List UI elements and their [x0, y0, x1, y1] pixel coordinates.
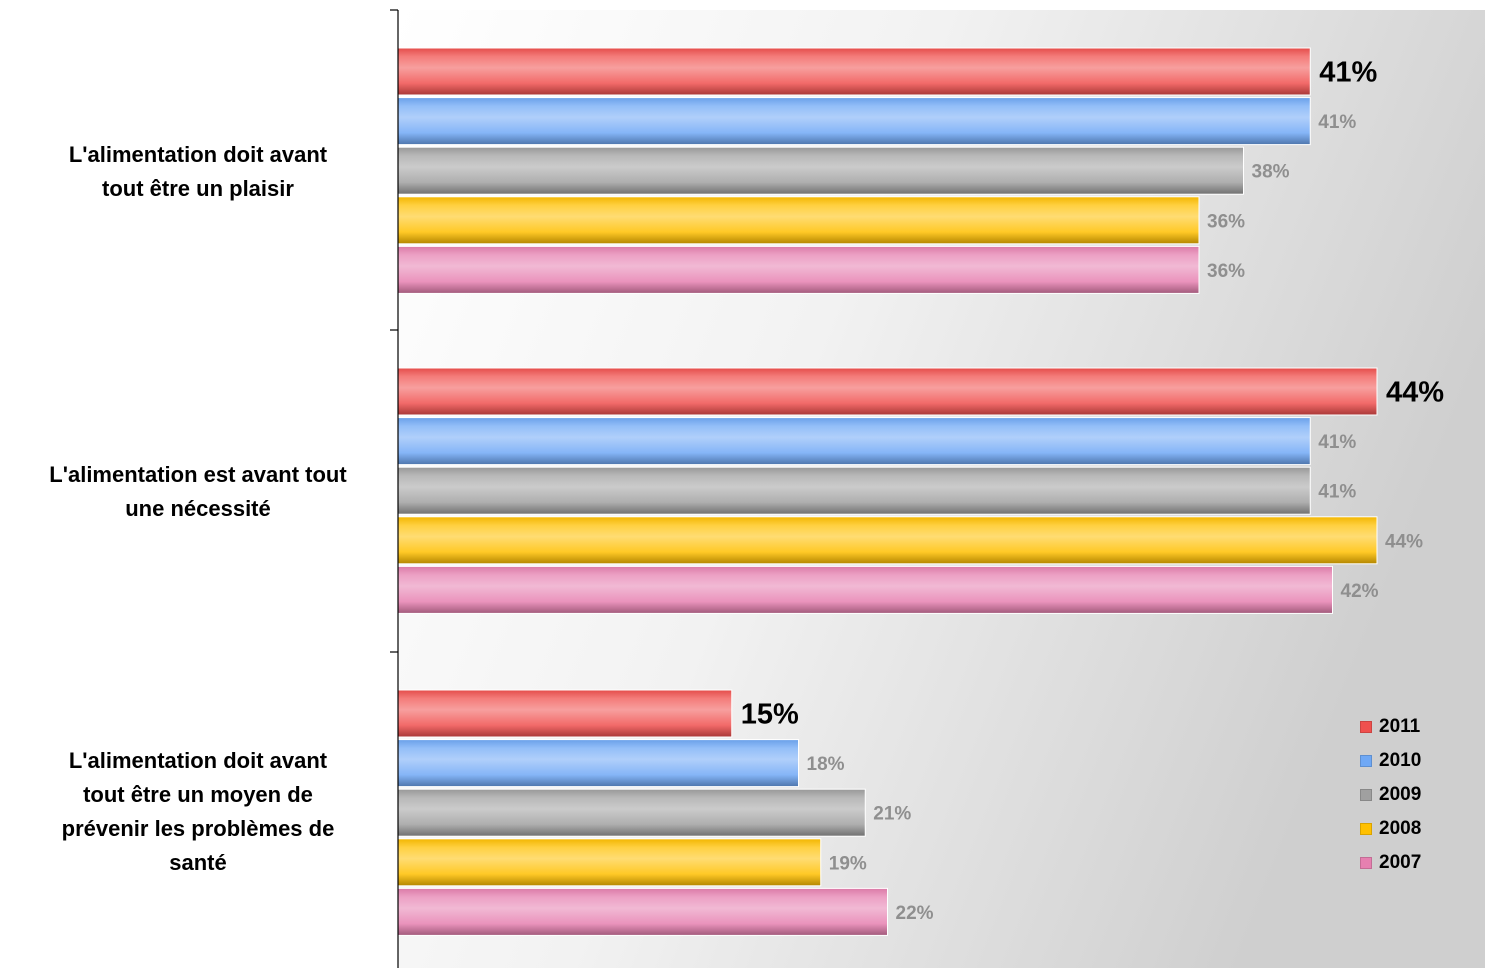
legend-label-2010: 2010 — [1379, 750, 1422, 771]
bar-2011-cat0 — [397, 47, 1311, 96]
data-label-2008-cat2: 19% — [829, 853, 867, 874]
data-label-2008-cat1: 44% — [1385, 531, 1423, 552]
bar-2007-cat2 — [397, 887, 888, 936]
data-label-2011-cat2: 15% — [741, 699, 799, 731]
bar-2010-cat2 — [397, 739, 799, 788]
data-label-2010-cat0: 41% — [1318, 112, 1356, 133]
data-label-2008-cat0: 36% — [1207, 211, 1245, 232]
data-label-2007-cat2: 22% — [896, 903, 934, 924]
bar-2009-cat2 — [397, 788, 866, 837]
data-label-2007-cat0: 36% — [1207, 261, 1245, 282]
data-label-2007-cat1: 42% — [1341, 581, 1379, 602]
legend-label-2007: 2007 — [1379, 852, 1422, 873]
category-label-sante: L'alimentation doit avant tout être un m… — [61, 748, 335, 875]
data-label-2010-cat1: 41% — [1318, 432, 1356, 453]
bar-2008-cat2 — [397, 838, 822, 887]
legend-item-2009: 2009 — [1360, 778, 1450, 812]
bar-2011-cat2 — [397, 689, 733, 738]
legend-swatch-2010 — [1360, 755, 1372, 767]
bar-2010-cat1 — [397, 417, 1311, 466]
legend-label-2009: 2009 — [1379, 784, 1422, 805]
data-label-2009-cat0: 38% — [1252, 162, 1290, 183]
legend-swatch-2009 — [1360, 789, 1372, 801]
legend-item-2007: 2007 — [1360, 846, 1450, 880]
bar-2007-cat0 — [397, 245, 1200, 294]
bar-2011-cat1 — [397, 367, 1378, 416]
data-label-2010-cat2: 18% — [807, 754, 845, 775]
bar-2009-cat0 — [397, 146, 1244, 195]
bar-2007-cat1 — [397, 565, 1333, 614]
legend-label-2011: 2011 — [1379, 716, 1421, 737]
bar-2010-cat0 — [397, 97, 1311, 146]
data-label-2009-cat2: 21% — [873, 804, 911, 825]
category-label-necessite: L'alimentation est avant tout une nécess… — [49, 462, 347, 521]
legend-swatch-2007 — [1360, 857, 1372, 869]
legend: 2011 2010 2009 2008 2007 — [1360, 710, 1450, 880]
legend-swatch-2008 — [1360, 823, 1372, 835]
bar-2009-cat1 — [397, 466, 1311, 515]
bar-2008-cat1 — [397, 516, 1378, 565]
legend-label-2008: 2008 — [1379, 818, 1422, 839]
legend-item-2011: 2011 — [1360, 710, 1450, 744]
data-label-2011-cat0: 41% — [1319, 57, 1377, 89]
data-label-2011-cat1: 44% — [1386, 377, 1444, 409]
data-label-2009-cat1: 41% — [1318, 482, 1356, 503]
legend-swatch-2011 — [1360, 721, 1372, 733]
legend-item-2008: 2008 — [1360, 812, 1450, 846]
category-label-plaisir: L'alimentation doit avant tout être un p… — [68, 142, 328, 201]
bar-2008-cat0 — [397, 196, 1200, 245]
legend-item-2010: 2010 — [1360, 744, 1450, 778]
